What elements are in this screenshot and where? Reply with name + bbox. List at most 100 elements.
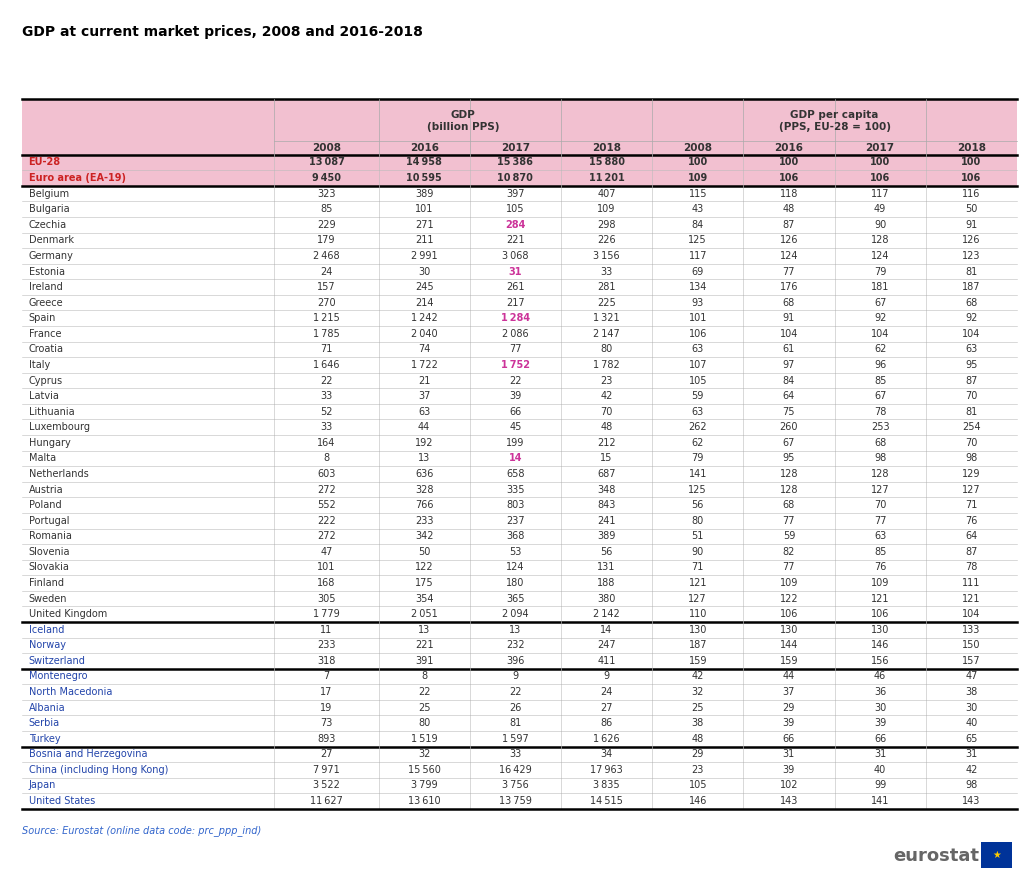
Text: 8: 8 [421,672,427,682]
Text: Slovenia: Slovenia [29,547,71,557]
Text: 14: 14 [600,625,612,635]
Text: 636: 636 [415,469,433,479]
Bar [22,217,1017,232]
Text: France: France [29,329,61,339]
Text: 106: 106 [780,609,798,619]
Text: 272: 272 [317,484,336,494]
Text: 262: 262 [689,423,707,432]
Text: 43: 43 [692,204,704,214]
Text: 56: 56 [600,547,613,557]
Text: 104: 104 [962,609,980,619]
Text: Spain: Spain [29,313,56,324]
Bar [22,263,1017,279]
Text: 1 242: 1 242 [411,313,437,324]
Bar [22,637,1017,653]
Text: 130: 130 [871,625,889,635]
Text: 111: 111 [962,578,980,588]
Text: 66: 66 [874,734,886,743]
Text: 90: 90 [874,220,886,230]
Text: 109: 109 [780,578,798,588]
Text: Euro area (EA-19): Euro area (EA-19) [29,173,126,183]
Text: 1 779: 1 779 [313,609,340,619]
Text: 38: 38 [965,687,977,697]
Text: 85: 85 [874,376,886,385]
Text: 93: 93 [692,298,704,308]
Text: 130: 130 [780,625,798,635]
Text: 124: 124 [506,562,524,573]
Text: 24: 24 [320,266,332,277]
Text: 99: 99 [874,781,886,790]
Text: 63: 63 [874,531,886,541]
Text: 380: 380 [597,593,615,604]
Text: 74: 74 [418,345,430,354]
Bar [22,466,1017,482]
Text: 70: 70 [965,391,977,401]
Text: 98: 98 [965,781,977,790]
Text: 47: 47 [965,672,977,682]
Text: 134: 134 [689,282,707,292]
Text: Ireland: Ireland [29,282,62,292]
Text: 389: 389 [415,188,433,199]
Text: 38: 38 [692,718,704,728]
Text: Belgium: Belgium [29,188,68,199]
Text: 128: 128 [780,484,798,494]
Text: 48: 48 [783,204,795,214]
Text: United States: United States [29,796,95,806]
Text: 105: 105 [689,376,707,385]
Text: 63: 63 [692,407,704,416]
Text: 15 560: 15 560 [408,765,440,775]
Text: 212: 212 [597,438,616,448]
Text: 3 068: 3 068 [502,251,528,261]
Text: 129: 129 [962,469,980,479]
Bar [22,560,1017,575]
Text: 63: 63 [965,345,977,354]
Text: 2 147: 2 147 [593,329,620,339]
Text: 323: 323 [317,188,335,199]
Text: 1 722: 1 722 [411,360,437,370]
Text: GDP at current market prices, 2008 and 2016-2018: GDP at current market prices, 2008 and 2… [22,25,423,39]
Text: 102: 102 [780,781,798,790]
Text: 131: 131 [597,562,615,573]
Text: 56: 56 [692,500,704,510]
Bar [22,186,1017,202]
Text: 27: 27 [600,703,613,713]
Text: 3 756: 3 756 [502,781,528,790]
Text: 187: 187 [962,282,980,292]
Text: 391: 391 [415,656,433,666]
Text: 8: 8 [323,453,329,463]
Text: 31: 31 [783,750,795,759]
Text: 221: 221 [506,235,524,246]
Text: 71: 71 [320,345,332,354]
Text: 141: 141 [871,796,889,806]
Text: 11: 11 [320,625,332,635]
Text: 31: 31 [509,266,522,277]
Text: 128: 128 [871,235,889,246]
Text: 126: 126 [962,235,980,246]
Text: 127: 127 [689,593,707,604]
Text: 98: 98 [874,453,886,463]
Text: 328: 328 [415,484,433,494]
Text: 70: 70 [874,500,886,510]
Text: 7: 7 [323,672,329,682]
Text: North Macedonia: North Macedonia [29,687,112,697]
Text: Denmark: Denmark [29,235,74,246]
Text: 214: 214 [415,298,433,308]
Text: 33: 33 [320,423,332,432]
Text: 76: 76 [965,515,977,526]
Text: 98: 98 [965,453,977,463]
Text: 176: 176 [780,282,798,292]
Text: 658: 658 [506,469,524,479]
Text: 101: 101 [317,562,335,573]
Text: 39: 39 [874,718,886,728]
Bar [22,793,1017,809]
Text: 15: 15 [600,453,613,463]
Text: 66: 66 [783,734,795,743]
Text: 33: 33 [320,391,332,401]
Text: 803: 803 [506,500,524,510]
Bar [22,326,1017,341]
Text: 109: 109 [688,173,708,183]
Text: 73: 73 [320,718,332,728]
Bar [22,731,1017,747]
Text: Bulgaria: Bulgaria [29,204,69,214]
Text: 68: 68 [783,298,795,308]
